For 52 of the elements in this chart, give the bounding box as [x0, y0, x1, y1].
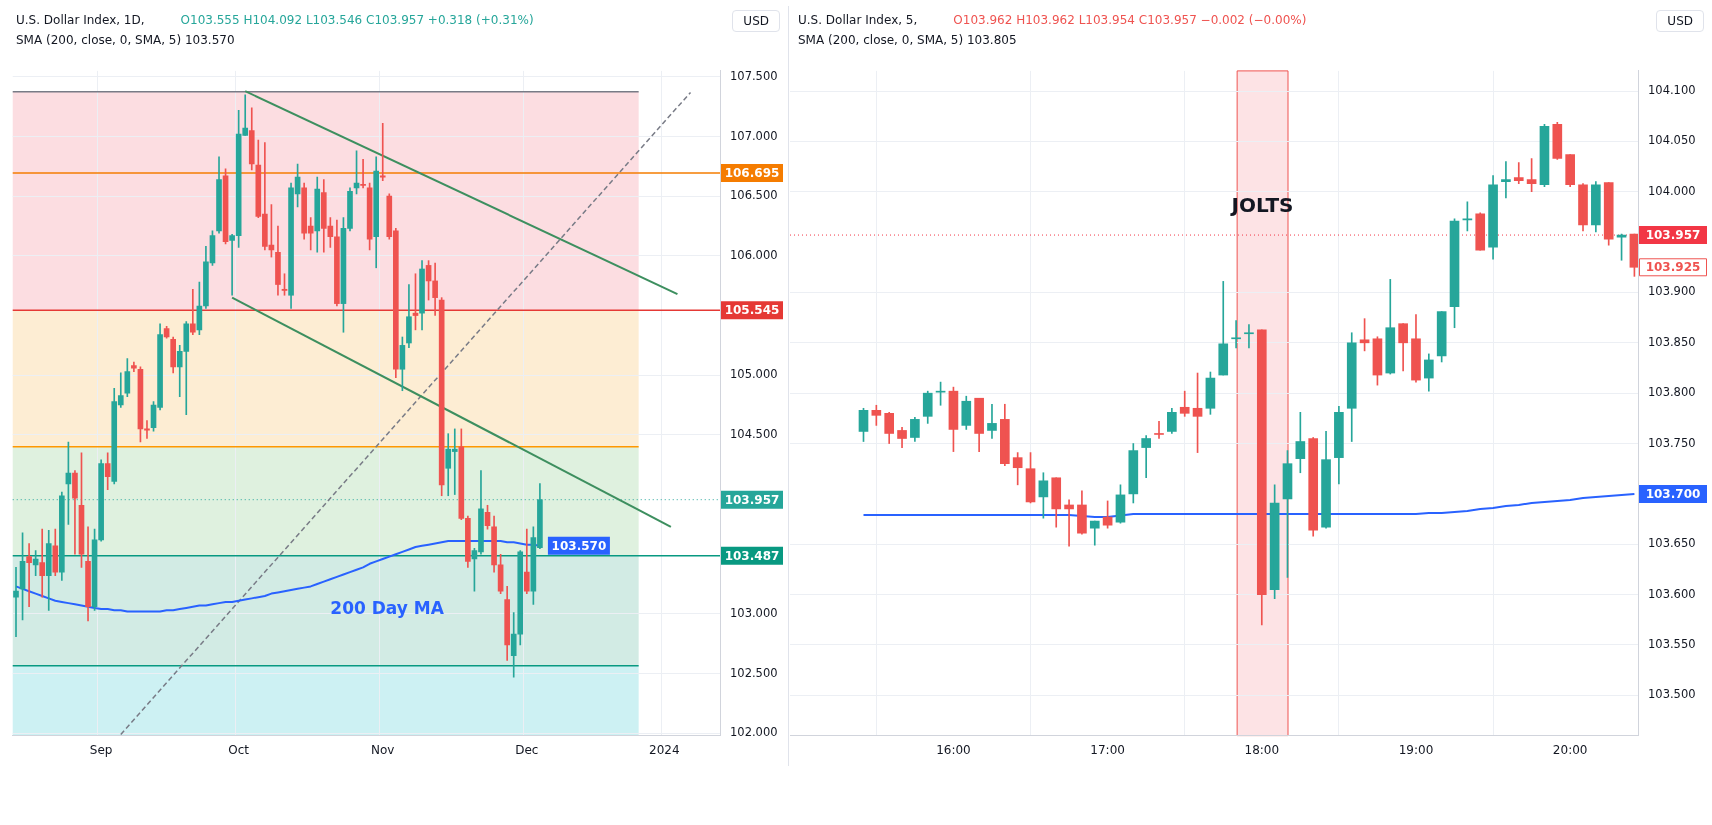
- x-tick-label: Sep: [89, 742, 113, 757]
- candlestick: [1244, 324, 1254, 349]
- band-label: JOLTS: [1229, 193, 1294, 218]
- ref-line-label: 105.545: [724, 303, 780, 318]
- y-tick-label: 103.800: [1648, 385, 1696, 400]
- candlestick: [1231, 320, 1241, 349]
- text: O103.555 H104.092 L103.546 C103.957 +0.318 (+0.31%): [180, 13, 534, 27]
- text: SMA (200, close, 0, SMA, 5) 103.570: [16, 32, 236, 49]
- y-tick-label: 104.100: [1648, 83, 1696, 98]
- y-tick-label: 107.000: [730, 128, 778, 143]
- y-tick-label: 104.050: [1648, 133, 1696, 148]
- candlestick: [1501, 161, 1511, 199]
- chart-title: U.S. Dollar Index, 5,: [798, 13, 918, 27]
- y-tick-label: 106.000: [730, 247, 778, 262]
- text: USD: [1656, 10, 1704, 32]
- y-tick-label: 104.500: [730, 426, 778, 441]
- y-tick-label: 103.500: [1648, 687, 1696, 702]
- y-tick-label: 103.550: [1648, 636, 1696, 651]
- y-tick-label: 103.600: [1648, 586, 1696, 601]
- ref-line-label: 103.957: [1645, 228, 1701, 243]
- series-label: 200 Day MA: [330, 597, 445, 618]
- x-tick-label: Nov: [371, 742, 395, 757]
- candlestick: [1154, 421, 1164, 439]
- y-tick-label: 107.500: [730, 68, 778, 83]
- ref-line-label: 103.487: [724, 548, 780, 563]
- x-tick-label: 19:00: [1398, 742, 1434, 757]
- x-tick-label: 20:00: [1552, 742, 1588, 757]
- x-tick-label: 2024: [649, 742, 680, 757]
- ref-line-label: 103.957: [724, 492, 780, 507]
- y-tick-label: 106.500: [730, 188, 778, 203]
- y-tick-label: 105.000: [730, 367, 778, 382]
- chart-title: U.S. Dollar Index, 1D,: [16, 13, 145, 27]
- y-tick-label: 104.000: [1648, 183, 1696, 198]
- y-tick-label: 103.000: [730, 605, 778, 620]
- ref-line-label: 106.695: [724, 166, 780, 181]
- data-label: 103.570: [551, 538, 607, 553]
- x-tick-label: Dec: [515, 742, 539, 757]
- data-label: 103.700: [1645, 487, 1701, 502]
- y-tick-label: 102.500: [730, 665, 778, 680]
- x-tick-label: Oct: [228, 742, 250, 757]
- text: USD: [732, 10, 780, 32]
- y-tick-label: 103.850: [1648, 334, 1696, 349]
- text: O103.962 H103.962 L103.954 C103.957 −0.002 (−0.00%): [953, 13, 1307, 27]
- text: 103.925: [1645, 260, 1701, 275]
- x-tick-label: 16:00: [936, 742, 971, 757]
- text: SMA (200, close, 0, SMA, 5) 103.805: [798, 32, 1018, 49]
- x-tick-label: 18:00: [1244, 742, 1280, 757]
- y-tick-label: 102.000: [730, 725, 778, 740]
- y-tick-label: 103.750: [1648, 435, 1696, 450]
- y-tick-label: 103.900: [1648, 284, 1696, 299]
- y-tick-label: 103.650: [1648, 536, 1696, 551]
- x-tick-label: 17:00: [1090, 742, 1125, 757]
